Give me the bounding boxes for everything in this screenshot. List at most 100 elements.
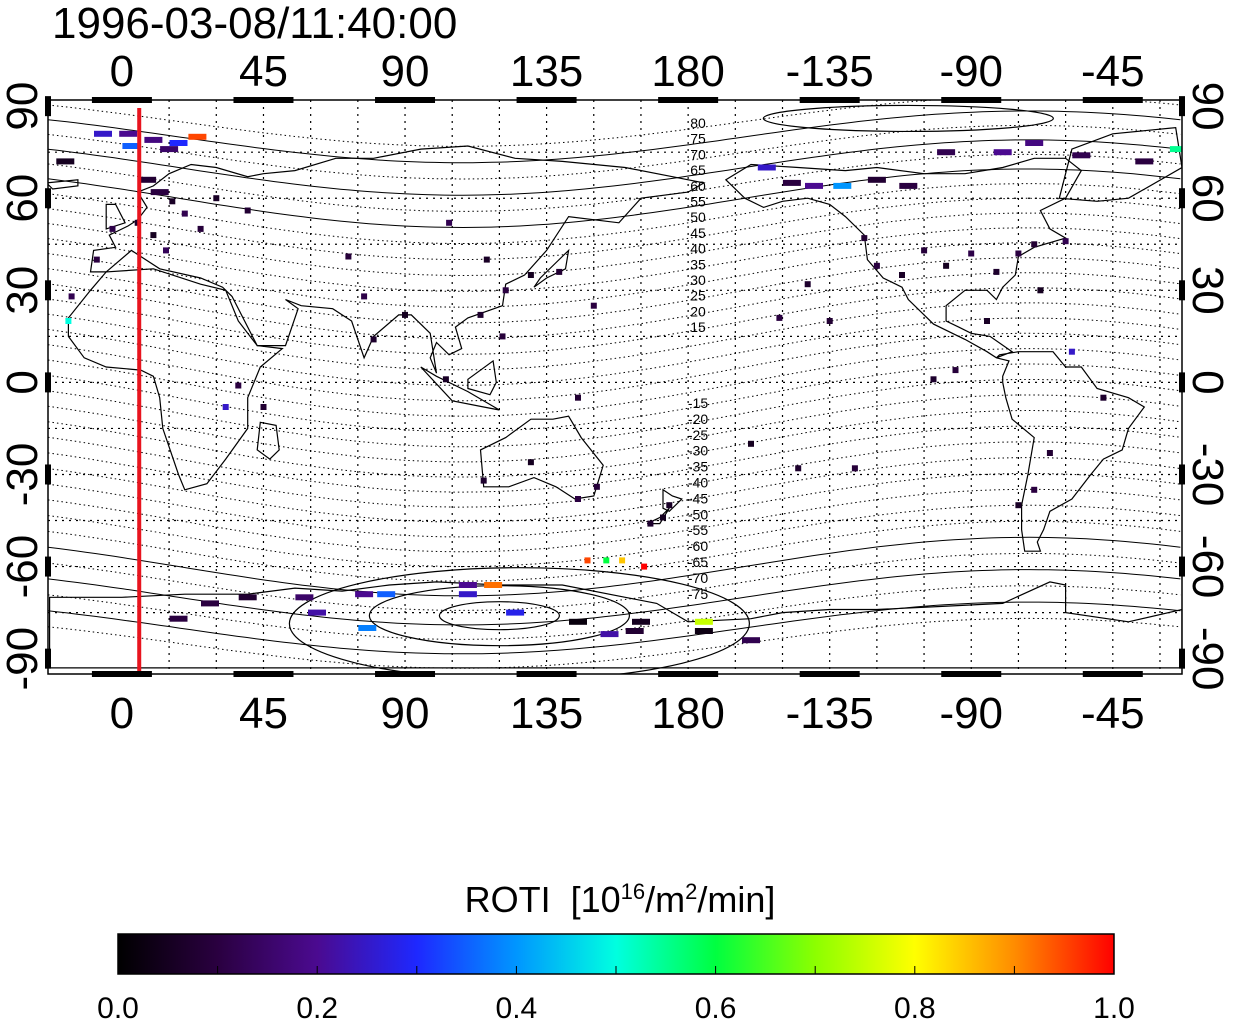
magnetic-latitude-label: -50 <box>688 506 708 522</box>
roti-point <box>150 189 169 196</box>
coastline <box>420 366 500 411</box>
roti-point <box>930 376 937 383</box>
magnetic-latitude-label: 35 <box>690 256 706 272</box>
colorbar-title: ROTI [1016/m2/min] <box>0 872 1240 920</box>
roti-point <box>122 143 141 149</box>
colorbar-tick-label: 0.2 <box>296 992 338 1024</box>
bottom-tick-label: 45 <box>239 689 288 738</box>
left-tick-label: 30 <box>0 266 47 315</box>
magnetic-latitude-label: 15 <box>690 319 706 335</box>
roti-point <box>1062 238 1069 245</box>
axis-tick-bar <box>375 97 436 103</box>
magnetic-latitude-label: -75 <box>688 586 708 602</box>
roti-point <box>660 514 666 521</box>
bottom-tick-label: 90 <box>381 689 430 738</box>
magnetic-latitude-label: -70 <box>688 570 708 586</box>
magnetic-latitude-label: 45 <box>690 225 706 241</box>
top-tick-label: -45 <box>1081 47 1145 96</box>
magnetic-latitude-contours <box>48 100 1181 674</box>
roti-point <box>169 198 176 205</box>
roti-point <box>169 140 188 146</box>
left-tick-label: -90 <box>0 627 47 691</box>
colorbar-unit-tail: /min] <box>697 879 776 920</box>
roti-point <box>584 557 591 564</box>
lat-lon-grid <box>48 100 1182 674</box>
roti-point <box>1037 287 1044 294</box>
magnetic-pole-south-contour <box>438 601 560 631</box>
axis-tick-bar <box>1179 556 1185 577</box>
magnetic-latitude-label: -35 <box>688 459 708 475</box>
bottom-tick-label: 180 <box>651 689 724 738</box>
axis-tick-bar <box>516 671 577 677</box>
roti-point <box>804 281 811 288</box>
axis-tick-bars <box>45 96 1185 677</box>
roti-point <box>502 287 509 294</box>
magnetic-latitude-label: -30 <box>688 443 708 459</box>
right-tick-label: -60 <box>1183 535 1232 599</box>
colorbar-unit-mid: /m <box>645 879 686 920</box>
colorbar-unit-exponent: 16 <box>620 879 646 904</box>
top-tick-label: 90 <box>381 47 430 96</box>
coastline <box>48 581 1182 669</box>
magnetic-latitude-label: 40 <box>690 241 706 257</box>
roti-point <box>575 394 581 401</box>
magnetic-latitude-line <box>48 272 1181 340</box>
magnetic-latitude-line <box>48 536 1181 597</box>
roti-point <box>197 225 204 232</box>
axis-tick-bar <box>1179 372 1185 393</box>
roti-point <box>625 628 644 634</box>
axis-tick-bar <box>1179 96 1185 117</box>
roti-point <box>873 262 880 269</box>
colorbar-tick-label: 0.0 <box>97 992 139 1024</box>
magnetic-latitude-line <box>48 569 1181 626</box>
roti-point <box>213 195 220 202</box>
left-tick-label: 60 <box>0 174 47 223</box>
roti-point <box>93 256 100 263</box>
roti-point <box>483 256 490 263</box>
coastline <box>48 179 79 190</box>
axis-tick-bar <box>1179 280 1185 301</box>
magnetic-latitude-label: -15 <box>688 395 708 411</box>
roti-point <box>1015 250 1022 257</box>
bottom-tick-label: -90 <box>939 689 1003 738</box>
roti-point <box>632 618 650 625</box>
axis-tick-bar <box>941 97 1002 103</box>
coastline <box>256 421 280 460</box>
colorbar-unit-exponent-2: 2 <box>685 879 698 904</box>
roti-point <box>590 302 597 309</box>
roti-point <box>355 591 374 598</box>
roti-point <box>358 625 377 631</box>
right-tick-label: -90 <box>1183 627 1232 691</box>
coastline <box>1058 126 1182 202</box>
roti-point <box>603 557 610 564</box>
axis-tick-bar <box>1179 188 1185 209</box>
coastline <box>724 157 1146 552</box>
axis-tick-bar <box>1179 648 1185 669</box>
axis-tick-bar <box>91 97 152 103</box>
roti-point <box>600 631 619 638</box>
roti-point <box>222 404 229 410</box>
roti-point <box>757 164 776 171</box>
roti-point <box>993 268 1000 275</box>
magnetic-latitude-line <box>48 601 1181 655</box>
roti-point <box>833 182 852 189</box>
roti-point <box>899 182 918 189</box>
roti-point <box>150 232 157 239</box>
roti-point <box>575 496 581 502</box>
magnetic-latitude-label: -60 <box>688 538 708 554</box>
roti-point <box>1072 152 1091 159</box>
magnetic-latitude-line <box>48 552 1181 611</box>
magnetic-latitude-line <box>48 617 1181 669</box>
roti-point <box>861 235 868 242</box>
roti-point <box>921 247 928 254</box>
axis-tick-bar <box>1082 97 1143 103</box>
map-title: 1996-03-08/11:40:00 <box>52 0 458 48</box>
axis-tick-bar <box>45 648 51 669</box>
top-tick-label: 45 <box>239 47 288 96</box>
magnetic-latitude-line <box>48 153 1181 212</box>
roti-point <box>776 314 783 321</box>
roti-point <box>144 136 163 143</box>
magnetic-latitude-label: 75 <box>690 131 706 147</box>
